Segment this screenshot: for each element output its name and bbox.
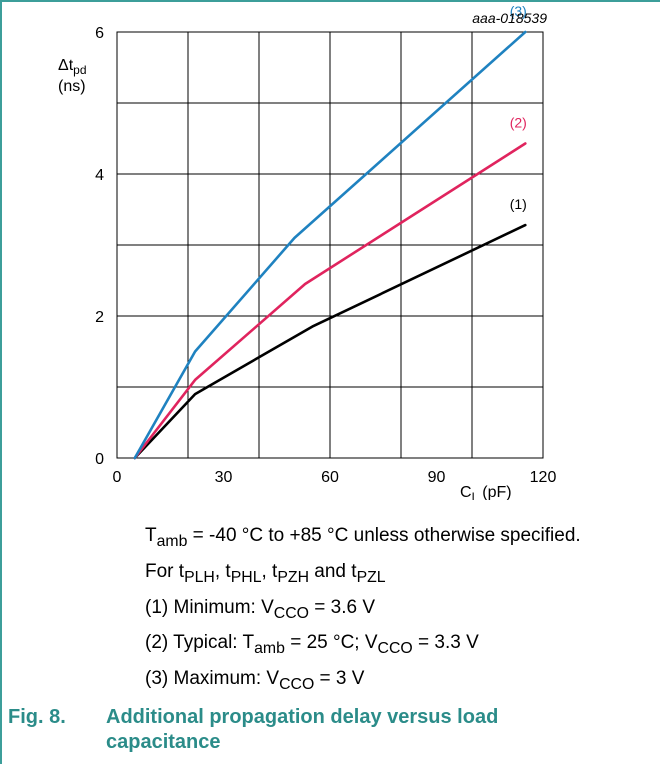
x-tick-label: 90 [428, 469, 446, 486]
series-line-3 [133, 30, 527, 460]
x-tick-label: 0 [113, 469, 122, 486]
note-series-3: (3) Maximum: VCCO = 3 V [145, 668, 365, 693]
x-tick-label: 60 [321, 469, 339, 486]
series-label-2: (2) [510, 114, 527, 130]
y-axis-unit: (ns) [58, 78, 86, 95]
figure-code: aaa-018539 [472, 10, 547, 26]
chart-grid [116, 31, 544, 459]
y-tick-label: 2 [95, 309, 104, 326]
x-axis-label: CL (pF) [460, 484, 512, 500]
x-tick-label: 120 [530, 469, 557, 486]
series-label-3: (3) [510, 3, 527, 19]
note-series-1: (1) Minimum: VCCO = 3.6 V [145, 597, 376, 622]
caption-title-line1: Additional propagation delay versus load [106, 706, 499, 728]
series-line-2 [133, 142, 527, 460]
note-parameters: For tPLH, tPHL, tPZH and tPZL [145, 561, 386, 586]
series-label-1: (1) [510, 196, 527, 212]
tick-labels: 0 30 60 90 120 0 2 4 6 [95, 25, 556, 486]
line-chart: (1) (2) (3) 0 30 60 90 120 0 2 4 6 aaa-018539 Δtpd… [58, 3, 556, 500]
caption-title-line2: capacitance [106, 731, 221, 753]
note-series-2: (2) Typical: Tamb = 25 °C; VCCO = 3.3 V [145, 632, 479, 657]
y-tick-label: 6 [95, 25, 104, 42]
series-layer: (1) (2) (3) [133, 3, 527, 460]
note-conditions: Tamb = -40 °C to +85 °C unless otherwise… [145, 525, 581, 550]
y-tick-label: 0 [95, 451, 104, 468]
series-line-1 [133, 223, 527, 460]
x-tick-label: 30 [215, 469, 233, 486]
caption-number: Fig. 8. [8, 706, 66, 728]
y-tick-label: 4 [95, 167, 104, 184]
y-axis-label: Δtpd [58, 57, 87, 77]
